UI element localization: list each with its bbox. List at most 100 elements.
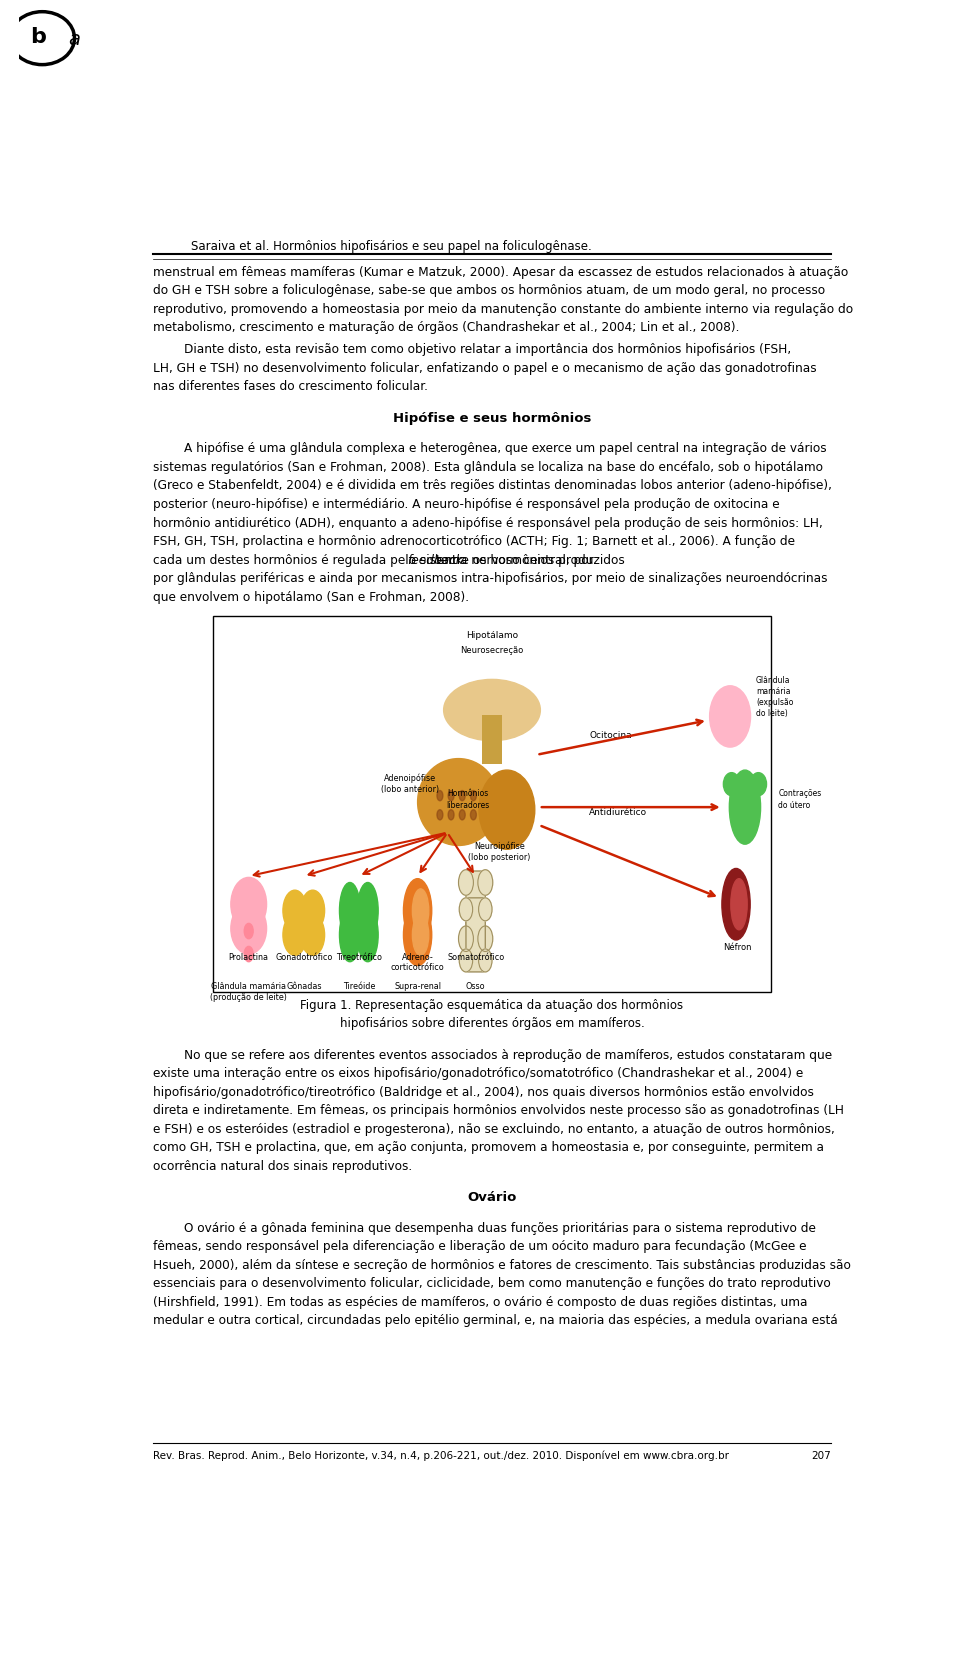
Text: a: a [68, 30, 81, 48]
Text: existe uma interação entre os eixos hipofisário/gonadotrófico/somatotrófico (Cha: existe uma interação entre os eixos hipo… [154, 1067, 804, 1080]
Text: Adenoipófise
(lobo anterior): Adenoipófise (lobo anterior) [381, 773, 440, 795]
Text: Osso: Osso [466, 982, 486, 990]
Circle shape [300, 914, 324, 956]
Text: Hsueh, 2000), além da síntese e secreção de hormônios e fatores de crescimento. : Hsueh, 2000), além da síntese e secreção… [154, 1259, 852, 1272]
Circle shape [459, 869, 473, 896]
Text: Hipotálamo: Hipotálamo [466, 630, 518, 640]
Text: fêmeas, sendo responsável pela diferenciação e liberação de um oócito maduro par: fêmeas, sendo responsável pela diferenci… [154, 1241, 807, 1253]
Text: como GH, TSH e prolactina, que, em ação conjunta, promovem a homeostasia e, por : como GH, TSH e prolactina, que, em ação … [154, 1141, 825, 1155]
Text: (Greco e Stabenfeldt, 2004) e é dividida em três regiões distintas denominadas l: (Greco e Stabenfeldt, 2004) e é dividida… [154, 479, 832, 493]
Text: Antidiurético: Antidiurético [589, 808, 648, 816]
Ellipse shape [403, 879, 432, 942]
Circle shape [459, 926, 473, 952]
Ellipse shape [230, 902, 267, 954]
Text: Glândula
mamária
(expulsão
do leite): Glândula mamária (expulsão do leite) [756, 677, 794, 718]
Text: Saraiva et al. Hormônios hipofisários e seu papel na foliculogênase.: Saraiva et al. Hormônios hipofisários e … [191, 241, 591, 252]
Text: Diante disto, esta revisão tem como objetivo relatar a importância dos hormônios: Diante disto, esta revisão tem como obje… [154, 343, 792, 357]
Text: Adreno-
corticotrófico: Adreno- corticotrófico [391, 952, 444, 972]
FancyBboxPatch shape [213, 615, 771, 992]
Text: FSH, GH, TSH, prolactina e hormônio adrenocorticotrófico (ACTH; Fig. 1; Barnett : FSH, GH, TSH, prolactina e hormônio adre… [154, 536, 796, 547]
Ellipse shape [722, 868, 750, 941]
Ellipse shape [418, 758, 499, 846]
Text: Néfron: Néfron [723, 942, 752, 952]
Text: Hipófise e seus hormônios: Hipófise e seus hormônios [393, 411, 591, 425]
Text: Neurosecreção: Neurosecreção [461, 645, 523, 655]
Text: Tireóide: Tireóide [343, 982, 375, 990]
Circle shape [448, 810, 454, 820]
Circle shape [244, 924, 253, 939]
Text: Gônadas: Gônadas [286, 982, 322, 990]
Text: metabolismo, crescimento e maturação de órgãos (Chandrashekar et al., 2004; Lin : metabolismo, crescimento e maturação de … [154, 322, 740, 333]
Text: cada um destes hormônios é regulada pelo sistema nervoso central, por: cada um destes hormônios é regulada pelo… [154, 554, 598, 567]
Text: medular e outra cortical, circundadas pelo epitélio germinal, e, na maioria das : medular e outra cortical, circundadas pe… [154, 1314, 838, 1327]
Ellipse shape [357, 907, 378, 962]
Text: por glândulas periféricas e ainda por mecanismos intra-hipofisários, por meio de: por glândulas periféricas e ainda por me… [154, 572, 828, 586]
Circle shape [437, 810, 443, 820]
Text: (Hirshfield, 1991). Em todas as espécies de mamíferos, o ovário é composto de du: (Hirshfield, 1991). Em todas as espécies… [154, 1296, 808, 1309]
Circle shape [459, 791, 466, 801]
Circle shape [459, 810, 466, 820]
Text: 207: 207 [811, 1452, 830, 1462]
Circle shape [283, 891, 307, 931]
Ellipse shape [724, 773, 740, 796]
Circle shape [479, 949, 492, 972]
Circle shape [244, 946, 253, 962]
Text: Somatotrófico: Somatotrófico [447, 952, 504, 962]
Text: Prolactina: Prolactina [228, 952, 269, 962]
Text: reprodutivo, promovendo a homeostasia por meio da manutenção constante do ambien: reprodutivo, promovendo a homeostasia po… [154, 302, 853, 315]
Text: hipofisário/gonadotrófico/tireotrófico (Baldridge et al., 2004), nos quais diver: hipofisário/gonadotrófico/tireotrófico (… [154, 1085, 814, 1098]
Text: que envolvem o hipotálamo (San e Frohman, 2008).: que envolvem o hipotálamo (San e Frohman… [154, 591, 469, 604]
Text: Tireotrófico: Tireotrófico [336, 952, 382, 962]
Circle shape [300, 891, 324, 931]
FancyBboxPatch shape [482, 715, 502, 763]
Text: hipofisários sobre diferentes órgãos em mamíferos.: hipofisários sobre diferentes órgãos em … [340, 1017, 644, 1030]
Text: Glândula mamária
(produção de leite): Glândula mamária (produção de leite) [210, 982, 287, 1002]
Text: ocorrência natural dos sinais reprodutivos.: ocorrência natural dos sinais reprodutiv… [154, 1160, 413, 1173]
Circle shape [448, 791, 454, 801]
Text: nas diferentes fases do crescimento folicular.: nas diferentes fases do crescimento foli… [154, 380, 428, 393]
Text: feedback: feedback [408, 554, 464, 567]
Ellipse shape [479, 770, 535, 849]
Text: posterior (neuro-hipófise) e intermédiário. A neuro-hipófise é responsável pela : posterior (neuro-hipófise) e intermédiár… [154, 498, 780, 511]
Text: b: b [31, 27, 46, 46]
Text: LH, GH e TSH) no desenvolvimento folicular, enfatizando o papel e o mecanismo de: LH, GH e TSH) no desenvolvimento folicul… [154, 362, 817, 375]
Text: entre os hormônios produzidos: entre os hormônios produzidos [433, 554, 625, 567]
Circle shape [437, 791, 443, 801]
Ellipse shape [731, 879, 747, 929]
Ellipse shape [444, 680, 540, 740]
Text: essenciais para o desenvolvimento folicular, ciclicidade, bem como manutenção e : essenciais para o desenvolvimento folicu… [154, 1277, 831, 1291]
Text: Rev. Bras. Reprod. Anim., Belo Horizonte, v.34, n.4, p.206-221, out./dez. 2010. : Rev. Bras. Reprod. Anim., Belo Horizonte… [154, 1452, 730, 1462]
Text: menstrual em fêmeas mamíferas (Kumar e Matzuk, 2000). Apesar da escassez de estu: menstrual em fêmeas mamíferas (Kumar e M… [154, 265, 849, 279]
Text: Ovário: Ovário [468, 1191, 516, 1204]
Circle shape [479, 898, 492, 921]
Text: Figura 1. Representação esquemática da atuação dos hormônios: Figura 1. Representação esquemática da a… [300, 999, 684, 1012]
Text: do GH e TSH sobre a foliculogênase, sabe-se que ambos os hormônios atuam, de um : do GH e TSH sobre a foliculogênase, sabe… [154, 284, 826, 297]
FancyBboxPatch shape [466, 871, 486, 951]
Text: e FSH) e os esteróides (estradiol e progesterona), não se excluindo, no entanto,: e FSH) e os esteróides (estradiol e prog… [154, 1123, 835, 1136]
Text: Hormônios
liberadores: Hormônios liberadores [446, 790, 490, 810]
Circle shape [470, 810, 476, 820]
Circle shape [283, 914, 307, 956]
Text: sistemas regulatórios (San e Frohman, 2008). Esta glândula se localiza na base d: sistemas regulatórios (San e Frohman, 20… [154, 461, 824, 474]
Ellipse shape [413, 914, 429, 956]
Ellipse shape [340, 883, 360, 939]
Ellipse shape [750, 773, 766, 796]
FancyBboxPatch shape [466, 898, 486, 972]
Text: Contrações
do útero: Contrações do útero [779, 790, 822, 810]
Circle shape [478, 869, 492, 896]
Text: A hipófise é uma glândula complexa e heterogênea, que exerce um papel central na: A hipófise é uma glândula complexa e het… [154, 443, 828, 456]
Text: Neuroipófise
(lobo posterior): Neuroipófise (lobo posterior) [468, 841, 531, 863]
Ellipse shape [340, 907, 360, 962]
Text: direta e indiretamente. Em fêmeas, os principais hormônios envolvidos neste proc: direta e indiretamente. Em fêmeas, os pr… [154, 1105, 845, 1117]
Text: Supra-renal: Supra-renal [395, 982, 441, 990]
Text: No que se refere aos diferentes eventos associados à reprodução de mamíferos, es: No que se refere aos diferentes eventos … [154, 1048, 832, 1062]
Text: Ocitocina: Ocitocina [589, 732, 633, 740]
Circle shape [478, 926, 492, 952]
Ellipse shape [709, 685, 751, 747]
Text: hormônio antidiurético (ADH), enquanto a adeno-hipófise é responsável pela produ: hormônio antidiurético (ADH), enquanto a… [154, 516, 824, 529]
Ellipse shape [730, 770, 760, 844]
Circle shape [459, 898, 472, 921]
Circle shape [470, 791, 476, 801]
Text: O ovário é a gônada feminina que desempenha duas funções prioritárias para o sis: O ovário é a gônada feminina que desempe… [154, 1221, 816, 1234]
Ellipse shape [403, 904, 432, 966]
